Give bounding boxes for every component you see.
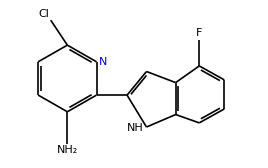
Text: NH₂: NH₂ <box>57 145 78 155</box>
Text: F: F <box>196 28 202 38</box>
Text: Cl: Cl <box>38 9 49 19</box>
Text: N: N <box>99 57 107 67</box>
Text: NH: NH <box>126 123 143 133</box>
